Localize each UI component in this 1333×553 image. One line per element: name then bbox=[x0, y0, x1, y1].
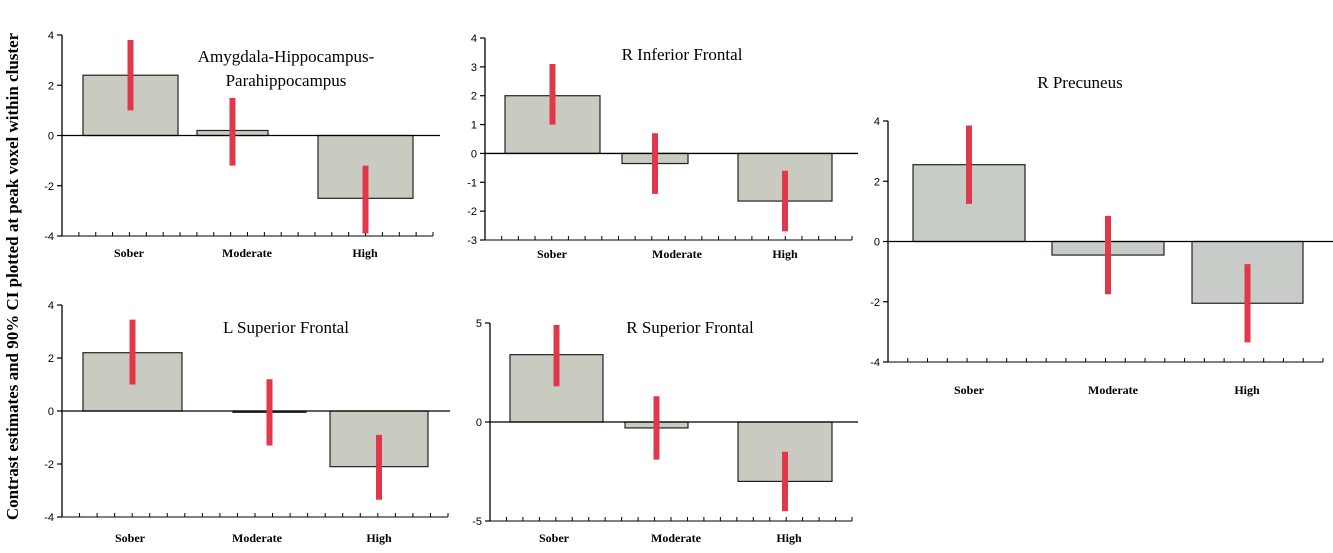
y-tick-label: -4 bbox=[44, 512, 54, 524]
panel-title: R Precuneus bbox=[1037, 73, 1122, 92]
y-tick-label: 0 bbox=[874, 237, 880, 249]
category-label-moderate: Moderate bbox=[232, 531, 283, 545]
y-tick-label: 4 bbox=[48, 30, 54, 42]
category-label-high: High bbox=[1234, 383, 1260, 397]
panel-title: R Inferior Frontal bbox=[622, 45, 743, 64]
category-label-moderate: Moderate bbox=[1088, 383, 1139, 397]
category-label-sober: Sober bbox=[114, 246, 145, 260]
panel-3: -4 -2 0 2 4 Sober Moderate High R Precuneus bbox=[870, 73, 1333, 397]
y-tick-label: 0 bbox=[476, 417, 482, 429]
y-tick-label: 5 bbox=[476, 318, 482, 330]
y-tick-label: 0 bbox=[48, 406, 54, 418]
y-tick-label: 2 bbox=[48, 353, 54, 365]
panel-2: -3 -2 -1 0 1 2 3 4 Sober Moderate High R Inferior F… bbox=[467, 33, 858, 261]
y-tick-label: 1 bbox=[471, 120, 477, 132]
y-tick-label: -2 bbox=[870, 297, 880, 309]
panel-4: -4 -2 0 2 4 Sober Moderate High L Superior Front… bbox=[44, 300, 450, 545]
y-tick-label: 4 bbox=[471, 33, 477, 45]
y-tick-label: -4 bbox=[44, 231, 54, 243]
y-tick-label: -3 bbox=[467, 235, 477, 247]
y-tick-label: 3 bbox=[471, 62, 477, 74]
category-label-sober: Sober bbox=[537, 247, 568, 261]
y-tick-label: 4 bbox=[48, 300, 54, 312]
y-tick-label: -5 bbox=[472, 516, 482, 528]
category-label-sober: Sober bbox=[115, 531, 146, 545]
category-label-moderate: Moderate bbox=[652, 247, 703, 261]
y-tick-label: 0 bbox=[48, 131, 54, 143]
category-label-high: High bbox=[366, 531, 392, 545]
y-tick-label: -4 bbox=[870, 357, 880, 369]
panel-title: R Superior Frontal bbox=[626, 318, 754, 337]
category-label-high: High bbox=[776, 531, 802, 545]
y-tick-label: 4 bbox=[874, 116, 880, 128]
category-label-high: High bbox=[772, 247, 798, 261]
y-tick-label: 0 bbox=[471, 148, 477, 160]
category-label-high: High bbox=[352, 246, 378, 260]
panel-1: -4 -2 0 2 4 Sober Moderate High Amygdala-Hippoca… bbox=[44, 30, 440, 260]
panel-title: Amygdala-Hippocampus- bbox=[198, 47, 375, 66]
panel-title: Parahippocampus bbox=[226, 71, 347, 90]
category-label-moderate: Moderate bbox=[222, 246, 273, 260]
y-tick-label: -2 bbox=[44, 181, 54, 193]
category-label-sober: Sober bbox=[954, 383, 985, 397]
category-label-moderate: Moderate bbox=[651, 531, 702, 545]
y-tick-label: 2 bbox=[48, 80, 54, 92]
y-tick-label: -2 bbox=[44, 459, 54, 471]
y-tick-label: 2 bbox=[471, 91, 477, 103]
category-label-sober: Sober bbox=[539, 531, 570, 545]
y-tick-label: 2 bbox=[874, 176, 880, 188]
panel-5: -5 0 5 Sober Moderate High R Superior Frontal bbox=[472, 318, 858, 545]
y-tick-label: -1 bbox=[467, 177, 477, 189]
y-tick-label: -2 bbox=[467, 206, 477, 218]
panel-title: L Superior Frontal bbox=[223, 318, 349, 337]
